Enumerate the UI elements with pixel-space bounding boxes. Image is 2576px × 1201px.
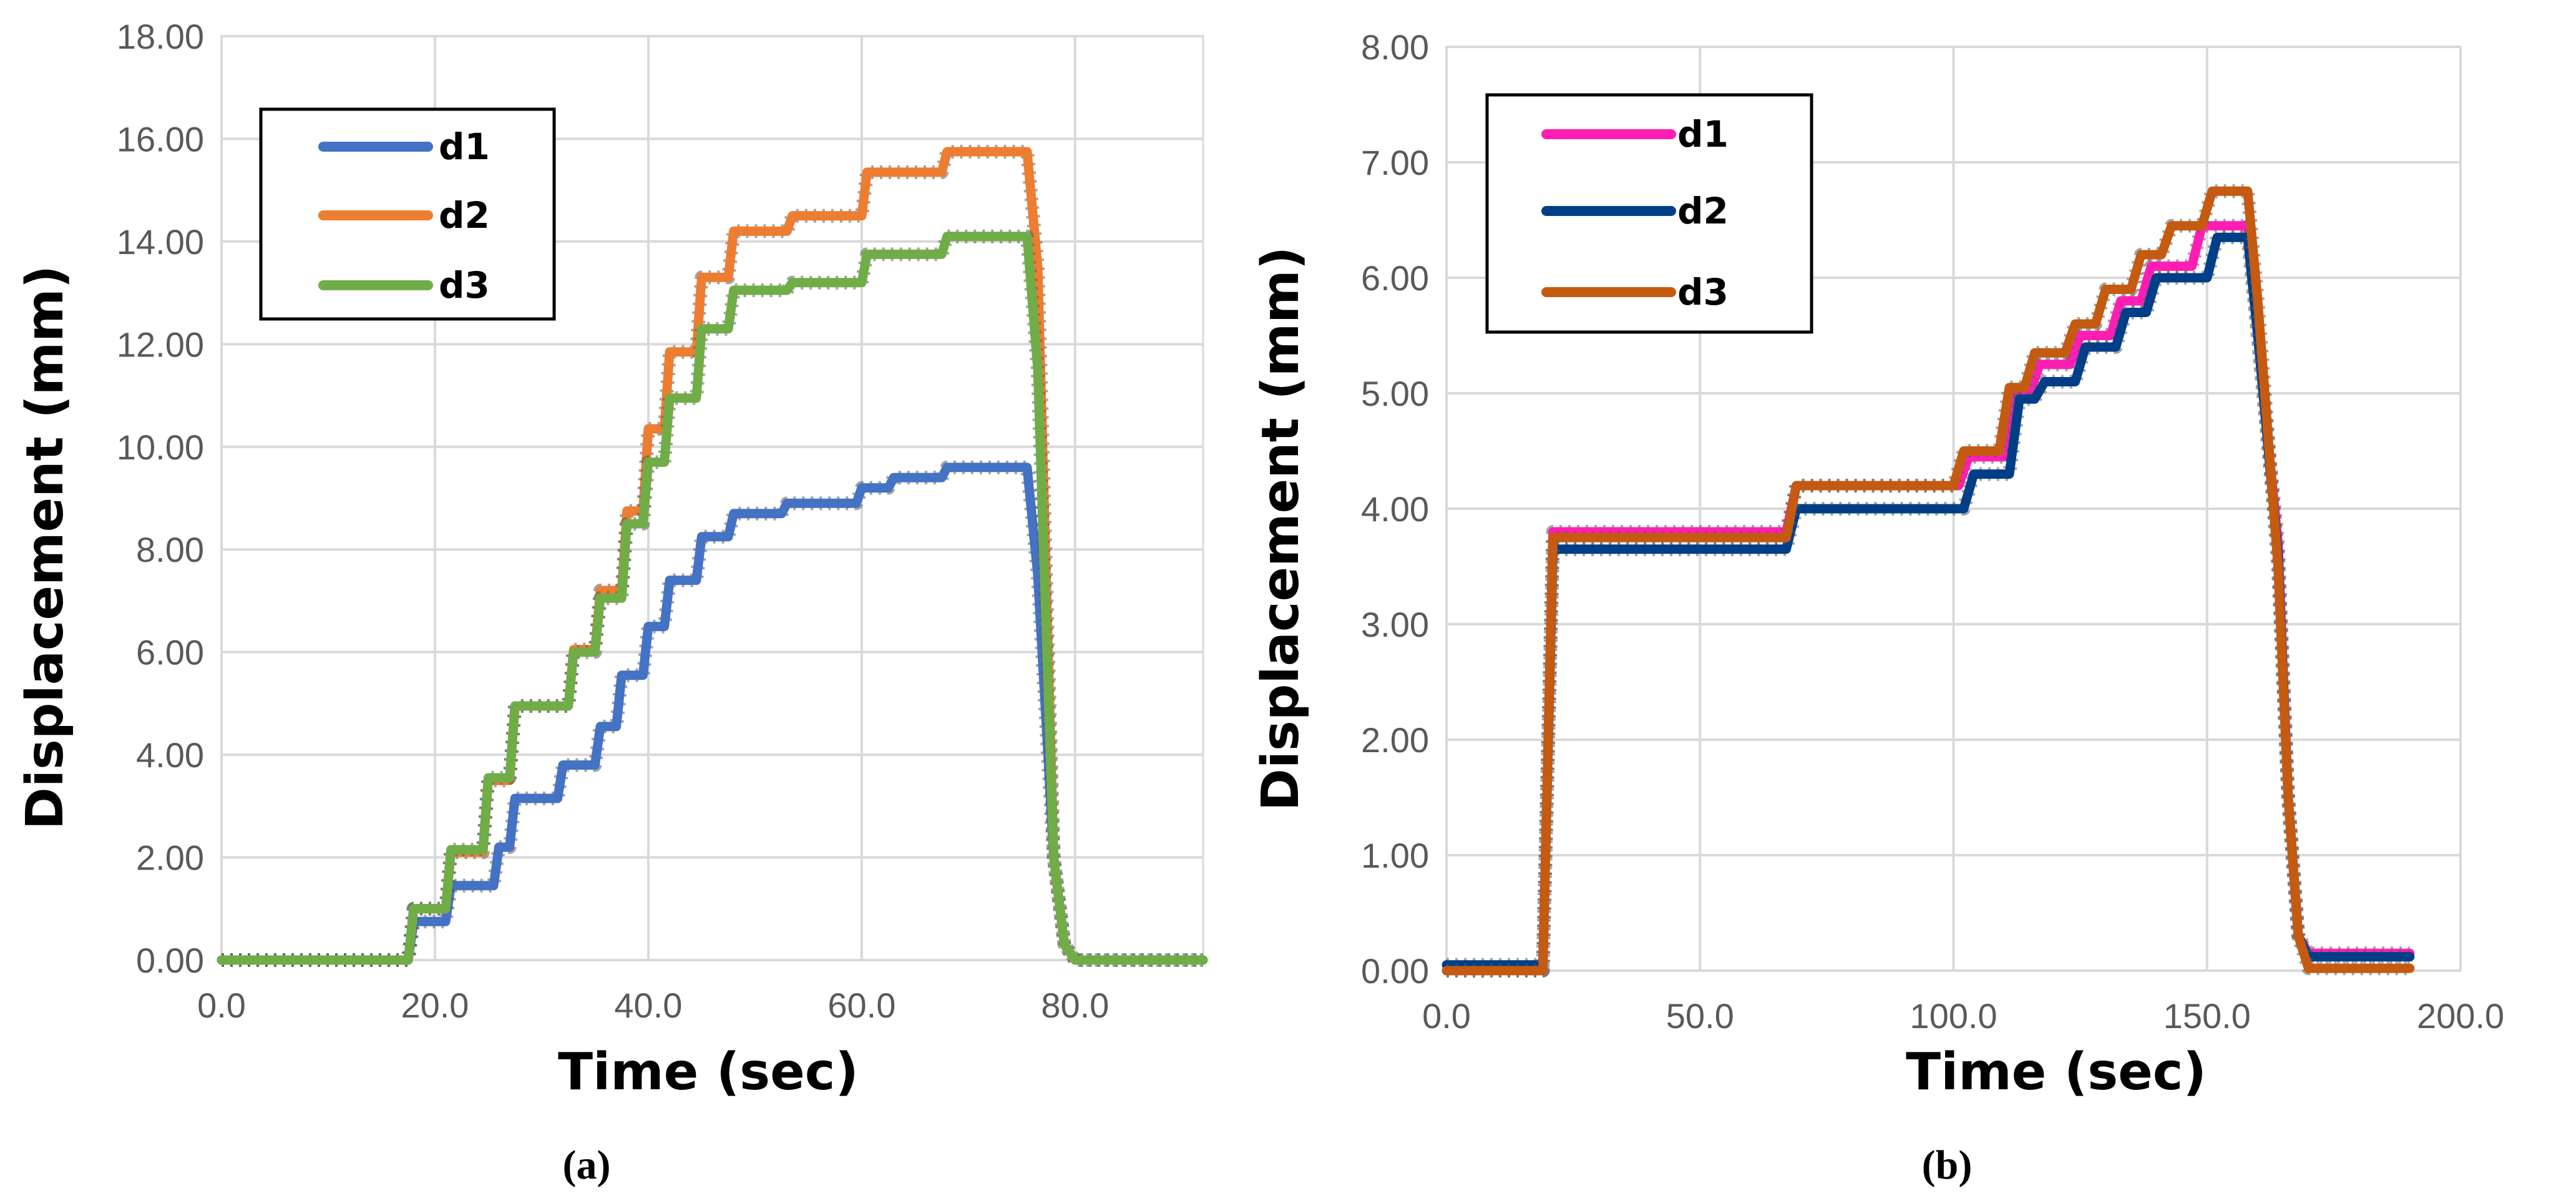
y-tick-label: 2.00 (1361, 720, 1429, 760)
x-tick-label: 100.0 (1910, 996, 1997, 1036)
chart-b: 0.00 1.00 2.00 3.00 4.00 5.00 6.00 7.00 8.00 0.0 5… (1251, 27, 2504, 1188)
x-tick-label: 200.0 (2417, 996, 2504, 1036)
x-tick-label: 40.0 (614, 986, 682, 1025)
legend-label-d2: d2 (439, 194, 490, 237)
legend-label-d1: d1 (439, 125, 490, 168)
panel-label-b: (b) (1922, 1142, 1973, 1188)
y-tick-label: 3.00 (1361, 605, 1429, 644)
panel-label-a: (a) (563, 1142, 611, 1188)
series-line-d1 (1442, 221, 2415, 976)
y-tick-label: 8.00 (1361, 27, 1429, 67)
legend-a: d1 d2 d3 (259, 107, 556, 321)
x-axis-title-b: Time (sec) (1906, 1042, 2207, 1102)
chart-a: 0.00 2.00 4.00 6.00 8.00 10.00 12.00 14.00 16.00… (16, 17, 1208, 1188)
series-line-d3 (1442, 186, 2415, 976)
y-tick-label: 8.00 (136, 530, 204, 569)
y-tick-label: 2.00 (136, 838, 204, 878)
y-tick-label: 10.00 (117, 428, 204, 467)
x-tick-label: 20.0 (401, 986, 469, 1025)
series-line-d1 (217, 463, 1208, 965)
x-tick-label: 60.0 (827, 986, 895, 1025)
y-axis-title-a: Displacement (mm) (16, 265, 75, 830)
y-tick-label: 6.00 (1361, 258, 1429, 298)
y-tick-label: 1.00 (1361, 836, 1429, 875)
legend-label-d3: d3 (439, 264, 490, 306)
legend-label-d3: d3 (1677, 271, 1729, 313)
y-tick-label: 4.00 (136, 735, 204, 775)
y-tick-label: 5.00 (1361, 374, 1429, 413)
legend-b: d1 d2 d3 (1485, 93, 1813, 334)
legend-label-d2: d2 (1677, 190, 1729, 232)
x-tick-label: 150.0 (2164, 996, 2251, 1036)
x-tick-label: 80.0 (1041, 986, 1109, 1025)
x-tick-label: 0.0 (1422, 996, 1471, 1036)
y-tick-label: 14.00 (117, 222, 204, 262)
y-tick-label: 4.00 (1361, 489, 1429, 529)
series-d1-error-marks (1447, 218, 2410, 978)
y-tick-label: 0.00 (136, 941, 204, 980)
y-tick-label: 16.00 (117, 119, 204, 159)
y-tick-label: 0.00 (1361, 951, 1429, 991)
y-tick-label: 18.00 (117, 17, 204, 56)
series-line-d3 (217, 232, 1208, 965)
legend-label-d1: d1 (1677, 113, 1729, 155)
x-axis-title-a: Time (sec) (558, 1042, 859, 1102)
x-tick-label: 0.0 (197, 986, 246, 1025)
y-axis-title-b: Displacement (mm) (1251, 247, 1310, 811)
y-tick-label: 12.00 (117, 325, 204, 364)
x-tick-label: 50.0 (1666, 996, 1734, 1036)
y-tick-label: 6.00 (136, 633, 204, 672)
y-tick-label: 7.00 (1361, 143, 1429, 182)
